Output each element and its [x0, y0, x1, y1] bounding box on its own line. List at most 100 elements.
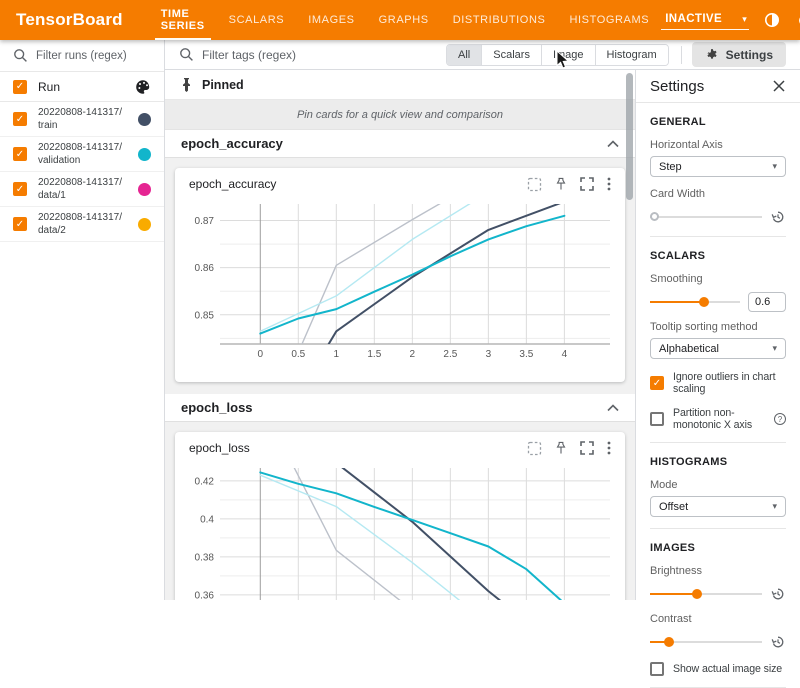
pinned-section-header: Pinned — [165, 70, 635, 100]
tab-scalars[interactable]: SCALARS — [228, 14, 285, 26]
more-options-icon[interactable] — [607, 177, 611, 191]
fit-to-data-icon[interactable] — [527, 441, 542, 456]
run-checkbox[interactable]: ✓ — [13, 112, 27, 126]
epoch-loss-card: epoch_loss 0.360.380.40.4200.511.522.533… — [175, 432, 625, 600]
run-checkbox[interactable]: ✓ — [13, 182, 27, 196]
svg-text:3.5: 3.5 — [519, 349, 533, 360]
brightness-slider[interactable] — [650, 586, 762, 602]
horizontal-axis-label: Horizontal Axis — [650, 139, 723, 151]
chevron-up-icon[interactable] — [607, 403, 619, 412]
chevron-down-icon: ▾ — [772, 343, 777, 353]
pin-icon[interactable] — [555, 441, 567, 455]
images-heading: IMAGES — [650, 542, 696, 554]
reset-icon[interactable] — [770, 586, 786, 602]
run-list-header: ✓ Run — [0, 72, 164, 102]
run-filter-placeholder: Filter runs (regex) — [36, 49, 127, 62]
fit-to-data-icon[interactable] — [527, 177, 542, 192]
more-options-icon[interactable] — [607, 441, 611, 455]
chevron-down-icon: ▾ — [772, 501, 777, 511]
fullscreen-icon[interactable] — [580, 177, 594, 191]
palette-icon[interactable] — [135, 79, 151, 95]
horizontal-axis-select[interactable]: Step ▾ — [650, 156, 786, 177]
chevron-down-icon: ▾ — [742, 13, 748, 24]
ignore-outliers-checkbox[interactable]: ✓ Ignore outliers in chart scaling — [650, 371, 786, 395]
epoch-accuracy-card: epoch_accuracy 0.85 0.86 0.87 0 0.5 1 1.5 2 2.5 3… — [175, 168, 625, 382]
tag-filter-bar: Filter tags (regex) All Scalars Image Histo… — [165, 40, 800, 70]
run-row[interactable]: ✓ 20220808-141317/data/1 — [0, 172, 164, 207]
tab-images[interactable]: IMAGES — [308, 14, 355, 26]
show-actual-image-size-checkbox[interactable]: Show actual image size — [650, 662, 786, 676]
tab-time-series[interactable]: TIME SERIES — [149, 0, 217, 40]
refresh-icon[interactable] — [795, 10, 800, 30]
run-label: 20220808-141317/data/1 — [38, 177, 122, 201]
filter-chip-all[interactable]: All — [447, 44, 482, 65]
tab-distributions[interactable]: DISTRIBUTIONS — [452, 14, 546, 26]
svg-text:0.87: 0.87 — [195, 216, 215, 227]
section-header-epoch-loss[interactable]: epoch_loss — [165, 394, 635, 422]
run-list: ✓ 20220808-141317/train ✓ 20220808-141317/v… — [0, 102, 164, 242]
chevron-up-icon[interactable] — [607, 139, 619, 148]
mouse-cursor — [556, 50, 570, 70]
reset-icon[interactable] — [770, 634, 786, 650]
help-icon[interactable]: ? — [774, 413, 786, 425]
section-header-epoch-accuracy[interactable]: epoch_accuracy — [165, 130, 635, 158]
run-filter-input[interactable]: Filter runs (regex) — [0, 40, 164, 72]
tooltip-sorting-label: Tooltip sorting method — [650, 321, 758, 333]
svg-text:4: 4 — [562, 349, 568, 360]
run-color-dot[interactable] — [138, 147, 151, 161]
scalars-heading: SCALARS — [650, 250, 706, 262]
chevron-down-icon: ▾ — [772, 161, 777, 171]
run-label: 20220808-141317/data/2 — [38, 212, 122, 236]
svg-text:0.86: 0.86 — [195, 263, 215, 274]
svg-text:0.36: 0.36 — [195, 590, 215, 600]
run-checkbox[interactable]: ✓ — [13, 147, 27, 161]
nav-tabs: TIME SERIES SCALARS IMAGES GRAPHS DISTRIBUTI… — [149, 0, 661, 40]
run-color-dot[interactable] — [138, 182, 151, 196]
svg-text:2: 2 — [410, 349, 416, 360]
run-row[interactable]: ✓ 20220808-141317/train — [0, 102, 164, 137]
status-dropdown[interactable]: INACTIVE ▾ — [661, 10, 750, 30]
tooltip-sorting-select[interactable]: Alphabetical ▾ — [650, 338, 786, 359]
brightness-label: Brightness — [650, 565, 702, 577]
tag-filter-input[interactable]: Filter tags (regex) — [165, 47, 296, 62]
svg-text:0.5: 0.5 — [291, 349, 305, 360]
partition-x-axis-checkbox[interactable]: Partition non-monotonic X axis ? — [650, 407, 786, 431]
settings-button[interactable]: Settings — [691, 42, 786, 67]
smoothing-value-input[interactable]: 0.6 — [748, 292, 786, 312]
histograms-heading: HISTOGRAMS — [650, 456, 728, 468]
close-icon[interactable] — [772, 79, 786, 93]
epoch-accuracy-chart[interactable]: 0.85 0.86 0.87 0 0.5 1 1.5 2 2.5 3 3.5 4 — [175, 200, 625, 382]
tab-graphs[interactable]: GRAPHS — [378, 14, 429, 26]
svg-text:0: 0 — [258, 349, 264, 360]
svg-text:1.5: 1.5 — [367, 349, 381, 360]
smoothing-slider[interactable] — [650, 294, 740, 310]
select-all-checkbox[interactable]: ✓ — [13, 79, 27, 94]
filter-chip-histogram[interactable]: Histogram — [594, 44, 668, 65]
contrast-slider[interactable] — [650, 634, 762, 650]
epoch-loss-chart[interactable]: 0.360.380.40.4200.511.522.533.54 — [175, 464, 625, 600]
contrast-label: Contrast — [650, 613, 692, 625]
gear-icon — [707, 48, 717, 59]
search-icon — [13, 48, 28, 63]
svg-text:0.4: 0.4 — [200, 514, 214, 525]
run-row[interactable]: ✓ 20220808-141317/data/2 — [0, 207, 164, 242]
status-value: INACTIVE — [665, 13, 723, 25]
reset-icon[interactable] — [770, 209, 786, 225]
run-color-dot[interactable] — [138, 112, 151, 126]
run-color-dot[interactable] — [138, 217, 151, 231]
smoothing-label: Smoothing — [650, 273, 703, 285]
run-row[interactable]: ✓ 20220808-141317/validation — [0, 137, 164, 172]
tab-histograms[interactable]: HISTOGRAMS — [569, 14, 650, 26]
svg-text:3: 3 — [486, 349, 492, 360]
filter-chip-scalars[interactable]: Scalars — [481, 44, 541, 65]
fullscreen-icon[interactable] — [580, 441, 594, 455]
svg-text:1: 1 — [334, 349, 340, 360]
card-width-slider[interactable] — [650, 209, 762, 225]
divider — [680, 45, 682, 64]
pin-icon[interactable] — [555, 177, 567, 191]
run-checkbox[interactable]: ✓ — [13, 217, 27, 231]
run-label: 20220808-141317/validation — [38, 142, 122, 166]
scrollbar-thumb[interactable] — [626, 73, 633, 200]
histogram-mode-select[interactable]: Offset ▾ — [650, 496, 786, 517]
theme-toggle-icon[interactable] — [762, 10, 782, 30]
